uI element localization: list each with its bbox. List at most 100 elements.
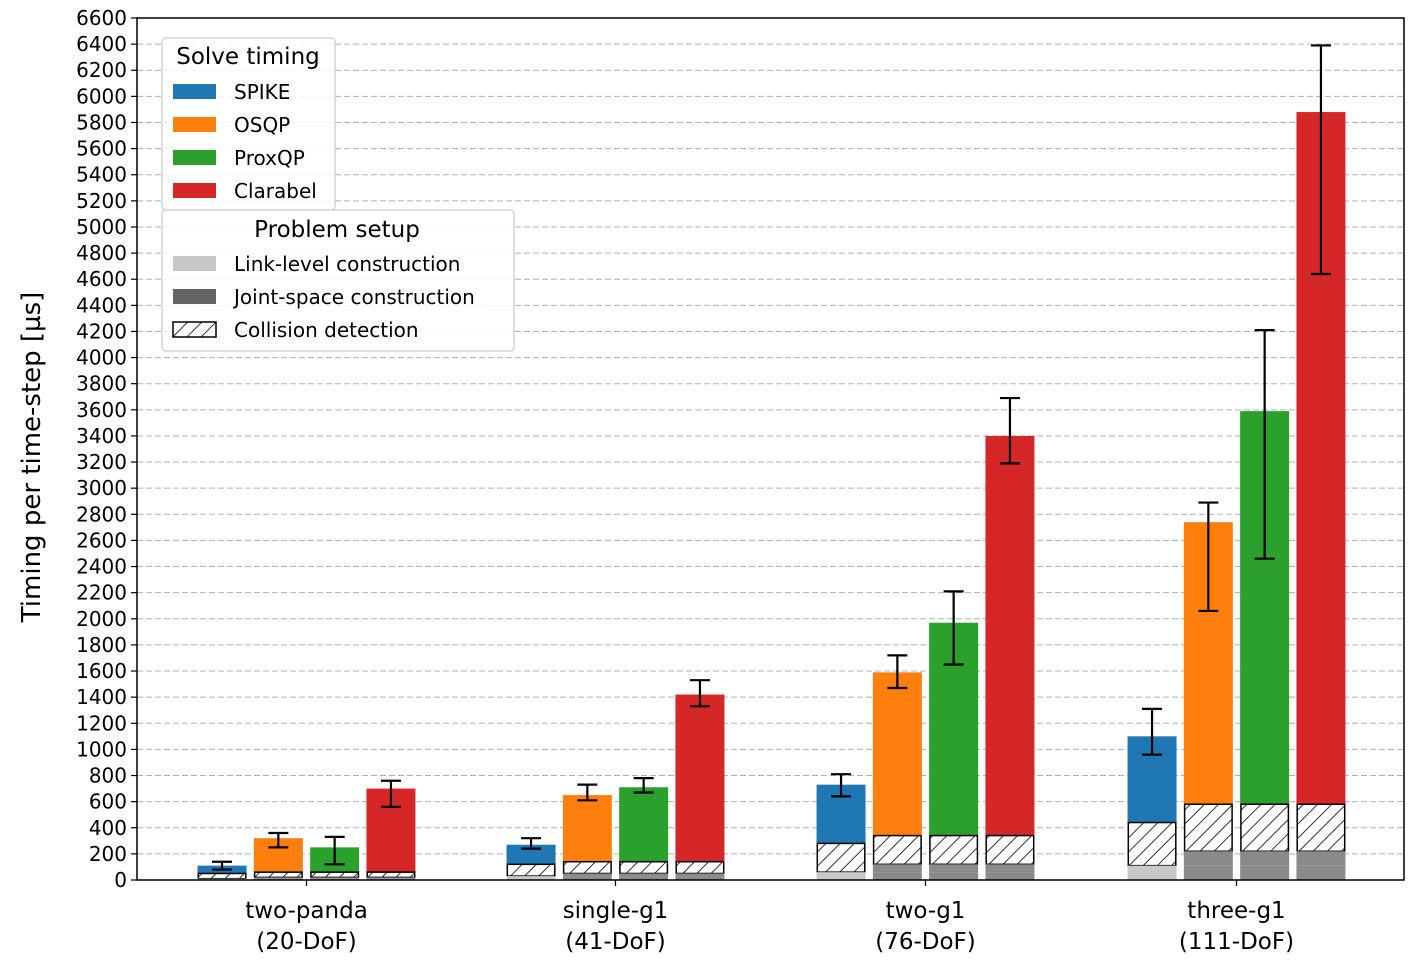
bar-clarabel [675, 694, 725, 862]
y-tick-label: 2000 [76, 607, 127, 631]
y-tick-label: 3200 [76, 450, 127, 474]
legend-label: Link-level construction [234, 252, 460, 276]
x-tick-label-dof: (41-DoF) [565, 929, 666, 955]
y-tick-label: 800 [89, 764, 127, 788]
bar-collision-detection [1183, 803, 1233, 853]
y-tick-label: 1400 [76, 685, 127, 709]
bar-joint-space-construction [985, 864, 1035, 873]
x-axis: two-panda (20-DoF) single-g1 (41-DoF) two-g1… [245, 880, 1294, 955]
legend-solve-timing: Solve timing SPIKE OSQP ProxQP Clarabel [161, 37, 336, 211]
y-tick-label: 2200 [76, 581, 127, 605]
y-tick-label: 2600 [76, 528, 127, 552]
y-tick-label: 6600 [76, 6, 127, 30]
bar-link-level-construction [675, 876, 725, 880]
y-tick-label: 4800 [76, 241, 127, 265]
x-tick-label-dof: (111-DoF) [1179, 929, 1294, 955]
bar-collision-detection [562, 860, 612, 875]
y-tick-label: 3000 [76, 476, 127, 500]
bar-collision-detection [929, 834, 979, 866]
y-tick-label: 1600 [76, 659, 127, 683]
bar-osqp [872, 672, 922, 836]
error-bars [212, 44, 1331, 871]
x-tick-label: three-g1 [1187, 898, 1285, 924]
y-tick-label: 4400 [76, 293, 127, 317]
x-tick-label-dof: (20-DoF) [256, 929, 357, 955]
legend-swatch [173, 150, 216, 165]
bar-collision-detection [253, 871, 303, 879]
bar-spike [506, 844, 556, 865]
bar-collision-detection [816, 842, 866, 873]
bar-collision-detection [1296, 803, 1346, 853]
y-tick-label: 3400 [76, 424, 127, 448]
bar-link-level-construction [506, 876, 556, 880]
y-tick-label: 6200 [76, 58, 127, 82]
y-tick-label: 4200 [76, 319, 127, 343]
y-tick-label: 5800 [76, 110, 127, 134]
legend-title: Problem setup [254, 217, 420, 243]
legend-title: Solve timing [176, 44, 320, 70]
legend-label: OSQP [234, 113, 290, 137]
legend-label: Clarabel [234, 179, 317, 203]
bar-link-level-construction [929, 872, 979, 880]
bar-collision-detection [506, 863, 556, 877]
legend-problem-setup: Problem setup Link-level construction Join… [161, 209, 515, 352]
bar-osqp [562, 795, 612, 862]
bar-joint-space-construction [1240, 851, 1290, 866]
bar-joint-space-construction [366, 877, 416, 879]
legend-swatch [173, 289, 216, 304]
y-tick-label: 6000 [76, 84, 127, 108]
legend-swatch-hatch [172, 321, 217, 338]
legend-label: Collision detection [234, 318, 419, 342]
legend-swatch [173, 117, 216, 132]
bar-joint-space-construction [310, 877, 360, 879]
legend-swatch [173, 183, 216, 198]
bar-collision-detection [619, 860, 669, 875]
bar-clarabel [985, 435, 1035, 836]
bar-link-level-construction [816, 872, 866, 880]
y-tick-label: 1000 [76, 737, 127, 761]
bar-collision-detection [1240, 803, 1290, 853]
grid [137, 17, 1404, 855]
bar-link-level-construction [1296, 865, 1346, 880]
y-tick-label: 600 [89, 790, 127, 814]
legend-swatch [173, 84, 216, 99]
bar-collision-detection [872, 834, 922, 866]
bar-link-level-construction [1127, 865, 1177, 880]
x-tick-label: single-g1 [563, 898, 669, 924]
bar-proxqp [619, 787, 669, 862]
x-tick-label-dof: (76-DoF) [875, 929, 976, 955]
bar-joint-space-construction [1183, 851, 1233, 866]
y-tick-label: 6400 [76, 32, 127, 56]
bar-collision-detection [310, 871, 360, 879]
y-tick-label: 2400 [76, 555, 127, 579]
legend-label: Joint-space construction [232, 285, 475, 309]
bar-link-level-construction [1183, 865, 1233, 880]
legend-swatch [173, 256, 216, 271]
bar-collision-detection [197, 872, 247, 880]
y-tick-label: 5200 [76, 189, 127, 213]
y-tick-label: 1200 [76, 711, 127, 735]
plot-frame [136, 17, 1405, 881]
y-tick-label: 400 [89, 816, 127, 840]
legend-box [161, 209, 515, 352]
bar-joint-space-construction [619, 873, 669, 877]
bar-collision-detection [366, 871, 416, 879]
y-axis-title: Timing per time-step [µs] [17, 292, 47, 624]
bar-link-level-construction [1240, 865, 1290, 880]
x-tick-label: two-g1 [886, 898, 966, 924]
y-tick-label: 5000 [76, 215, 127, 239]
bar-joint-space-construction [872, 864, 922, 873]
y-tick-label: 1800 [76, 633, 127, 657]
bar-joint-space-construction [562, 873, 612, 877]
y-tick-label: 4600 [76, 267, 127, 291]
y-tick-label: 5600 [76, 137, 127, 161]
bar-joint-space-construction [929, 864, 979, 873]
y-tick-label: 200 [89, 842, 127, 866]
bar-link-level-construction [619, 876, 669, 880]
bar-collision-detection [675, 860, 725, 875]
y-tick-label: 0 [114, 868, 127, 892]
bar-collision-detection [1127, 821, 1177, 867]
bar-link-level-construction [985, 872, 1035, 880]
